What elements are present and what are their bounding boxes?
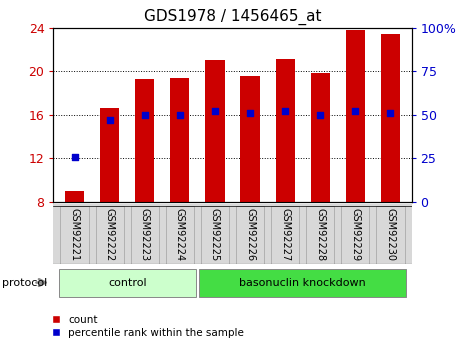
Point [281,108,289,114]
Text: control: control [108,278,146,287]
Text: GSM92223: GSM92223 [140,208,150,262]
Bar [311,73,330,202]
Bar [306,206,334,264]
Text: GSM92229: GSM92229 [350,208,360,262]
Bar [60,206,88,264]
Point [317,112,324,118]
Bar [271,206,299,264]
Bar [135,79,154,202]
Point [352,108,359,114]
Bar [131,206,159,264]
Text: GSM92225: GSM92225 [210,208,220,262]
Text: basonuclin knockdown: basonuclin knockdown [239,278,366,287]
Text: GSM92228: GSM92228 [315,208,325,262]
Text: GSM92227: GSM92227 [280,208,290,262]
Bar [166,206,194,264]
Point [211,108,219,114]
Point [71,154,78,159]
Text: GSM92224: GSM92224 [175,208,185,262]
Bar [381,34,400,202]
Bar [341,206,369,264]
Text: GSM92230: GSM92230 [385,208,395,262]
Text: GSM92221: GSM92221 [70,208,80,262]
Bar [236,206,264,264]
Legend: count, percentile rank within the sample: count, percentile rank within the sample [52,315,244,338]
Bar [199,269,406,297]
Point [141,112,148,118]
Bar [59,269,196,297]
Bar [275,59,295,202]
Bar [240,76,260,202]
Title: GDS1978 / 1456465_at: GDS1978 / 1456465_at [144,9,321,25]
Point [106,117,113,123]
Text: GSM92226: GSM92226 [245,208,255,262]
Bar [53,204,412,264]
Bar [205,60,225,202]
Point [246,110,254,116]
Bar [96,206,124,264]
Bar [170,78,190,202]
Bar [345,30,365,202]
Bar [201,206,229,264]
Bar [100,108,120,202]
Text: GSM92222: GSM92222 [105,208,115,262]
Bar [377,206,405,264]
Point [176,112,184,118]
Text: protocol: protocol [2,278,47,287]
Bar [65,191,84,202]
Point [387,110,394,116]
